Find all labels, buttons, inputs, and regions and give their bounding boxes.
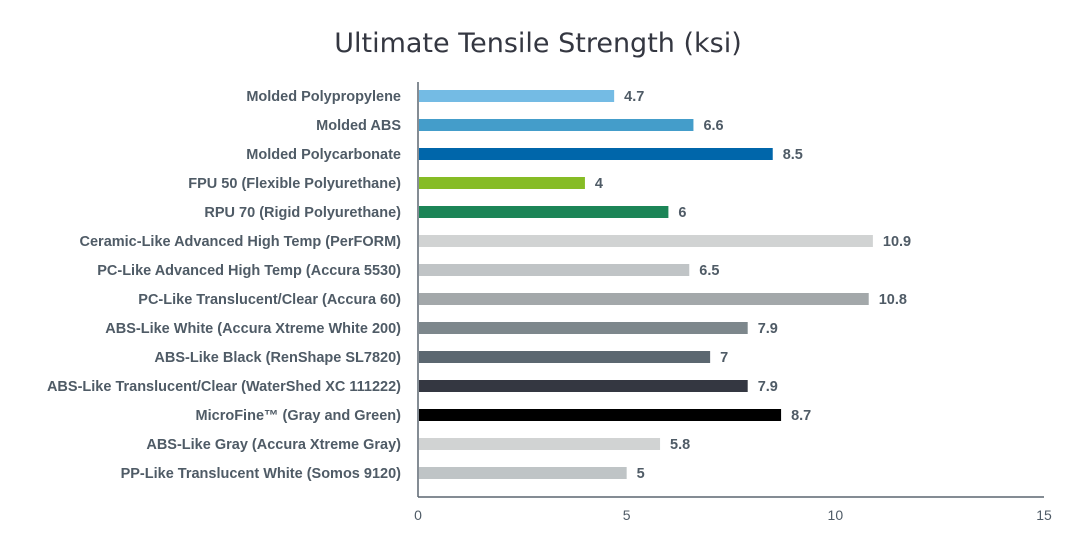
category-label: ABS-Like White (Accura Xtreme White 200) bbox=[105, 321, 401, 337]
bar bbox=[419, 351, 711, 363]
bar bbox=[419, 438, 661, 450]
chart-title: Ultimate Tensile Strength (ksi) bbox=[334, 28, 742, 59]
bar bbox=[419, 235, 873, 247]
category-label: Molded ABS bbox=[316, 118, 401, 134]
category-label: ABS-Like Black (RenShape SL7820) bbox=[154, 350, 401, 366]
category-label: Molded Polypropylene bbox=[246, 89, 401, 105]
bar bbox=[419, 380, 748, 392]
bar bbox=[419, 148, 773, 160]
category-label: Ceramic-Like Advanced High Temp (PerFORM… bbox=[80, 234, 402, 250]
category-label: PC-Like Advanced High Temp (Accura 5530) bbox=[97, 263, 401, 279]
category-label: MicroFine™ (Gray and Green) bbox=[196, 408, 402, 424]
bar bbox=[419, 467, 627, 479]
data-label: 6 bbox=[678, 205, 686, 221]
data-label: 10.8 bbox=[879, 292, 907, 308]
data-label: 4 bbox=[595, 176, 603, 192]
data-label: 8.5 bbox=[783, 147, 803, 163]
bar bbox=[419, 206, 669, 218]
category-label: ABS-Like Gray (Accura Xtreme Gray) bbox=[146, 437, 401, 453]
category-label: Molded Polycarbonate bbox=[246, 147, 401, 163]
bar bbox=[419, 264, 690, 276]
data-label: 4.7 bbox=[624, 89, 644, 105]
data-label: 8.7 bbox=[791, 408, 811, 424]
category-label: RPU 70 (Rigid Polyurethane) bbox=[204, 205, 401, 221]
category-label: ABS-Like Translucent/Clear (WaterShed XC… bbox=[47, 379, 401, 395]
bar bbox=[419, 409, 782, 421]
data-label: 10.9 bbox=[883, 234, 911, 250]
data-label: 5 bbox=[637, 466, 645, 482]
data-label: 7 bbox=[720, 350, 728, 366]
category-label: PP-Like Translucent White (Somos 9120) bbox=[121, 466, 402, 482]
x-tick-label: 15 bbox=[1036, 507, 1052, 523]
data-label: 7.9 bbox=[758, 379, 778, 395]
bar bbox=[419, 293, 869, 305]
bar bbox=[419, 119, 694, 131]
x-tick-label: 0 bbox=[414, 507, 422, 523]
category-label: PC-Like Translucent/Clear (Accura 60) bbox=[138, 292, 401, 308]
x-tick-label: 10 bbox=[828, 507, 844, 523]
data-label: 5.8 bbox=[670, 437, 690, 453]
category-label: FPU 50 (Flexible Polyurethane) bbox=[188, 176, 401, 192]
bar bbox=[419, 177, 585, 189]
x-tick-label: 5 bbox=[623, 507, 631, 523]
data-label: 7.9 bbox=[758, 321, 778, 337]
data-label: 6.5 bbox=[699, 263, 719, 279]
bar bbox=[419, 322, 748, 334]
bar bbox=[419, 90, 615, 102]
data-label: 6.6 bbox=[703, 118, 723, 134]
